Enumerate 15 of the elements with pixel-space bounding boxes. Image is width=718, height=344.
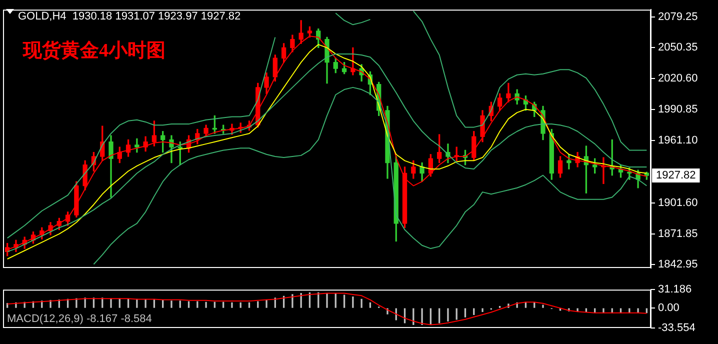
- text: 1927.82: [656, 170, 696, 182]
- y-tick-label: 1990.85: [658, 104, 698, 116]
- chart-title: GOLD,H4 1930.18 1931.07 1923.97 1927.82: [18, 10, 241, 23]
- y-tick-label: -33.554: [658, 322, 696, 334]
- y-tick-label: 2079.25: [658, 11, 698, 24]
- y-tick-label: 1901.60: [658, 196, 698, 209]
- y-tick-label: 2020.60: [658, 72, 698, 84]
- y-tick-label: 31.186: [658, 284, 692, 296]
- y-tick-label: 2050.35: [658, 41, 698, 54]
- text: MACD(12,26,9) -8.167 -8.584: [7, 313, 152, 326]
- y-tick-label: 1961.10: [658, 134, 698, 147]
- y-tick-label: 1871.85: [658, 228, 698, 240]
- y-tick-label: 1842.95: [658, 258, 698, 270]
- annotation: 现货黄金4小时图: [22, 40, 166, 62]
- y-tick-label: 0.00: [658, 302, 680, 314]
